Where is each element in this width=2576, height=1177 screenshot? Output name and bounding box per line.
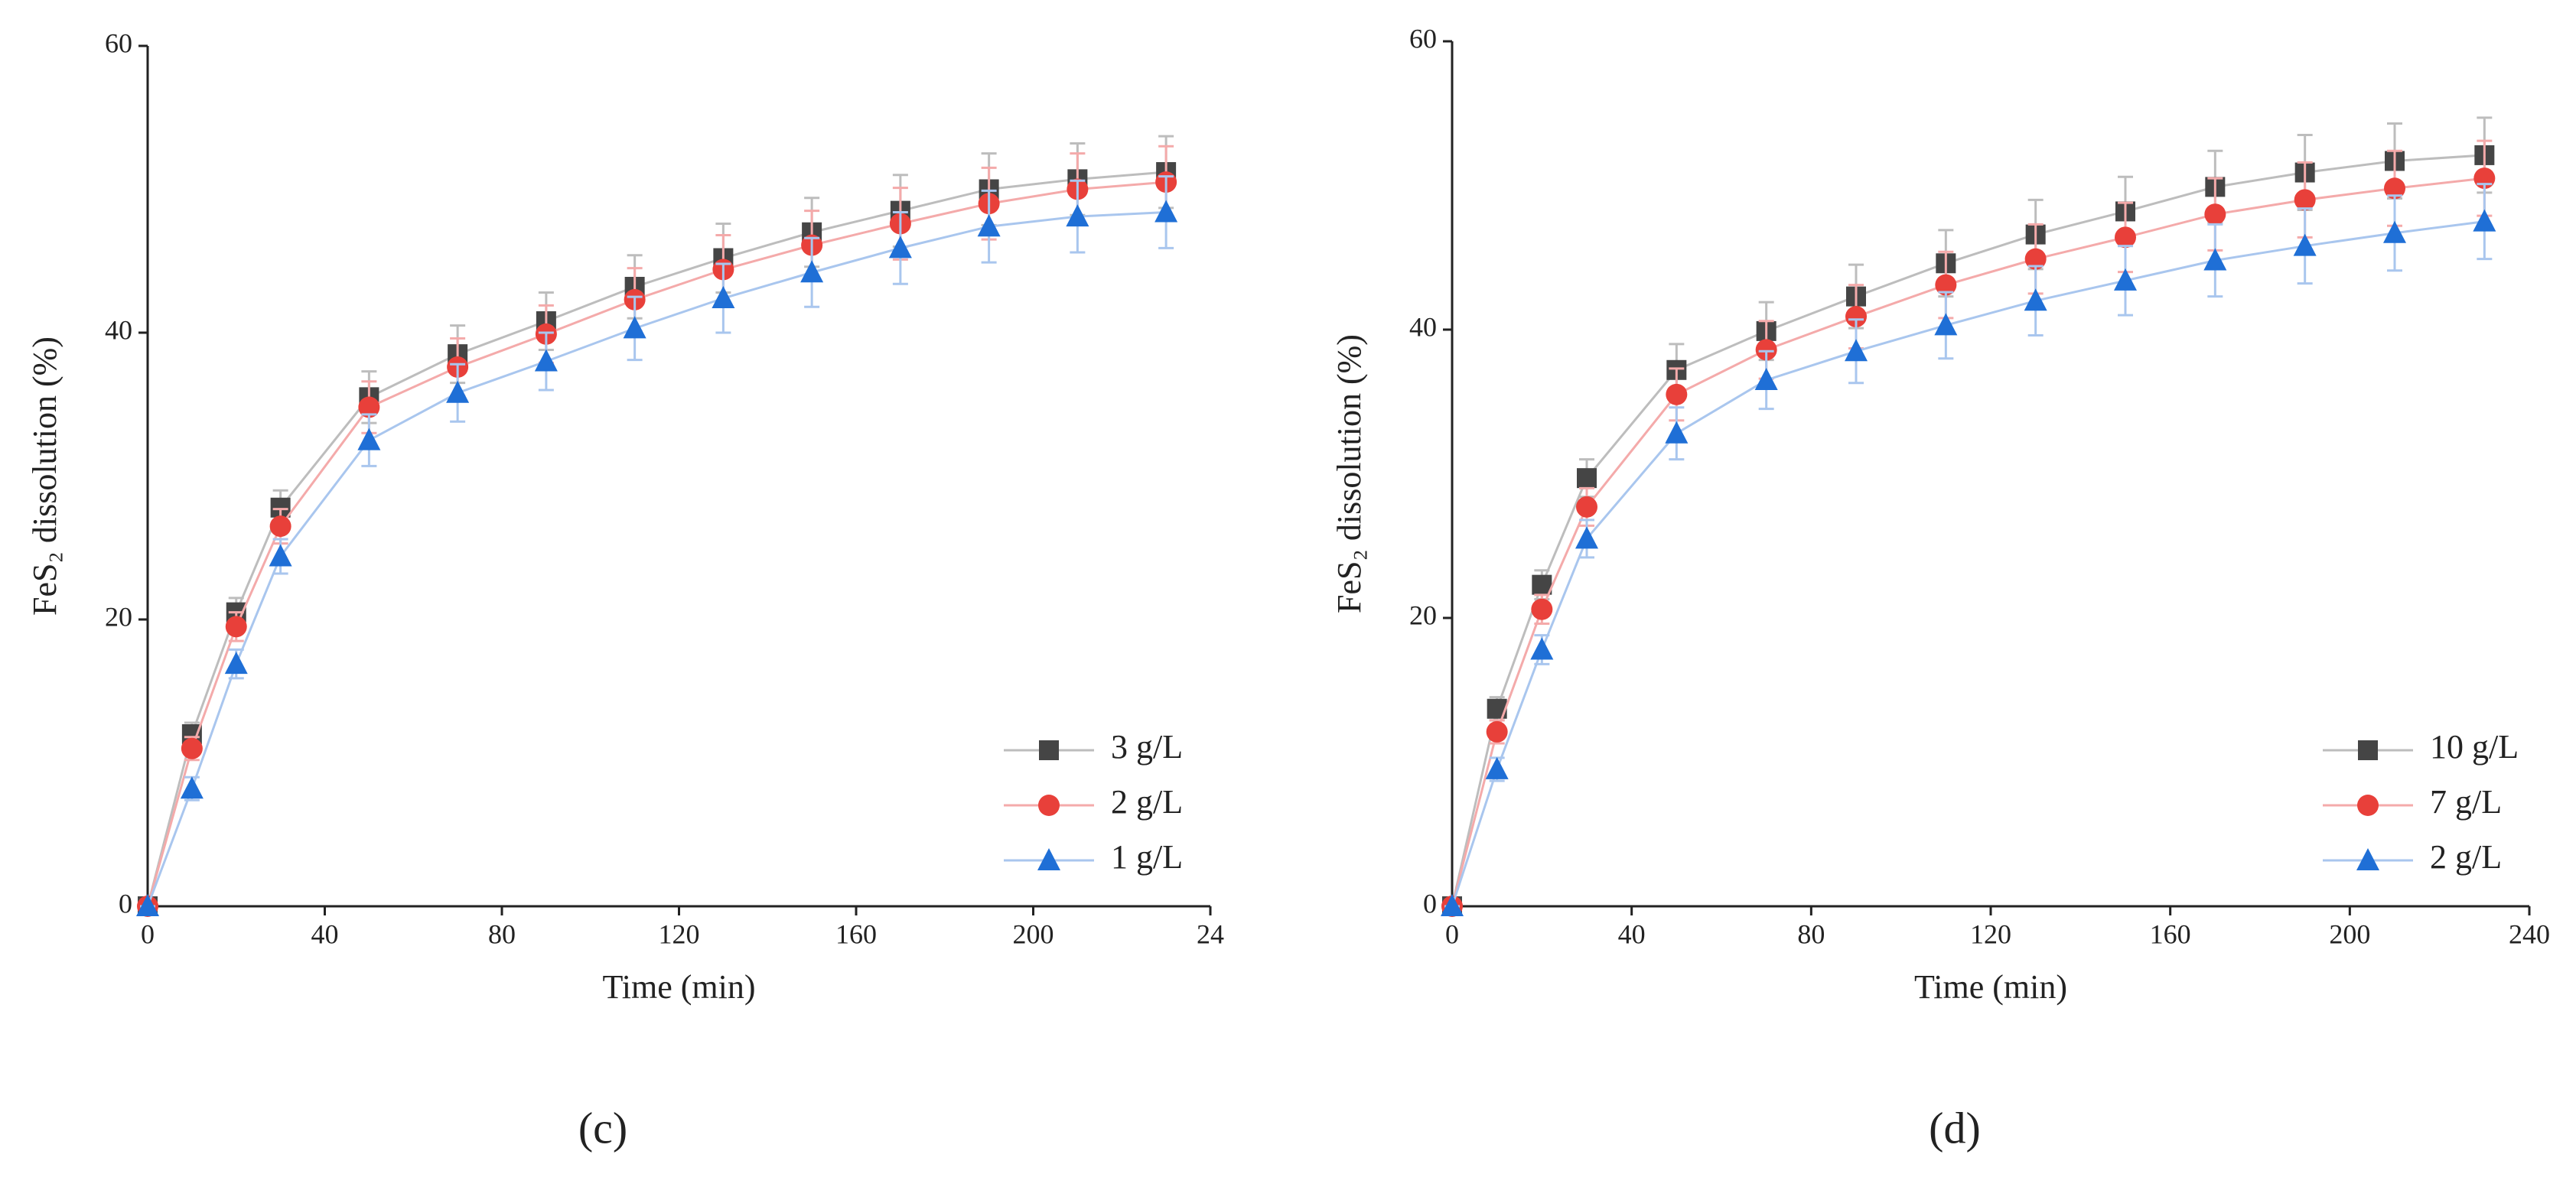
- marker: [269, 544, 292, 567]
- series-line: [1451, 220, 2485, 907]
- x-axis-label: Time (min): [602, 968, 755, 1006]
- marker: [1934, 313, 1958, 336]
- marker: [1577, 468, 1597, 489]
- marker: [358, 396, 380, 418]
- marker: [1531, 598, 1553, 620]
- legend-label: 2 g/L: [1111, 783, 1183, 821]
- marker: [2383, 220, 2406, 243]
- marker: [623, 316, 646, 339]
- x-tick-label: 0: [141, 919, 155, 949]
- marker: [2203, 248, 2227, 271]
- marker: [2473, 209, 2496, 232]
- x-tick-label: 80: [1797, 919, 1825, 949]
- marker: [2384, 177, 2405, 200]
- marker: [1754, 367, 1778, 390]
- y-tick-label: 40: [105, 314, 132, 345]
- marker: [2293, 233, 2317, 256]
- marker: [2115, 226, 2136, 249]
- y-tick-label: 20: [105, 601, 132, 632]
- marker: [2204, 203, 2226, 226]
- marker: [224, 652, 248, 675]
- x-axis-label: Time (min): [1914, 968, 2067, 1006]
- marker: [1441, 894, 1464, 916]
- x-tick-label: 0: [1445, 919, 1459, 949]
- legend-label: 10 g/L: [2430, 728, 2519, 766]
- marker: [181, 737, 203, 759]
- x-tick-label: 120: [1970, 919, 2011, 949]
- y-tick-label: 60: [105, 28, 132, 58]
- legend-label: 2 g/L: [2430, 838, 2502, 876]
- marker: [1038, 795, 1060, 816]
- marker: [2024, 288, 2047, 311]
- y-tick-label: 0: [119, 888, 132, 919]
- marker: [180, 776, 204, 799]
- marker: [1666, 383, 1688, 405]
- marker: [1845, 339, 1868, 362]
- marker: [1485, 756, 1509, 779]
- marker: [800, 260, 824, 283]
- marker: [712, 286, 735, 308]
- marker: [2358, 740, 2378, 760]
- series-line: [1451, 177, 2485, 907]
- marker: [2114, 268, 2137, 291]
- legend-label: 7 g/L: [2430, 783, 2502, 821]
- marker: [1935, 274, 1957, 296]
- x-tick-label: 40: [1618, 919, 1646, 949]
- marker: [1755, 339, 1777, 361]
- marker: [1486, 720, 1508, 743]
- x-tick-label: 240: [2509, 919, 2550, 949]
- marker: [136, 894, 159, 916]
- marker: [2294, 189, 2316, 211]
- x-tick-label: 160: [835, 919, 877, 949]
- caption: (c): [578, 1103, 627, 1153]
- y-tick-label: 60: [1409, 23, 1437, 54]
- marker: [225, 616, 247, 638]
- x-tick-label: 24: [1197, 919, 1224, 949]
- x-tick-label: 200: [1013, 919, 1054, 949]
- marker: [1665, 421, 1689, 444]
- marker: [1530, 637, 1554, 660]
- y-tick-label: 40: [1409, 311, 1437, 342]
- marker: [1154, 200, 1178, 223]
- marker: [2357, 795, 2379, 816]
- marker: [1039, 740, 1059, 760]
- marker: [1845, 306, 1867, 328]
- caption: (d): [1929, 1103, 1981, 1153]
- chart: 0 20 40 60 0 40 80 120 160 200 24 Time (min) FeS₂ di…: [26, 28, 1224, 1153]
- series-line: [146, 171, 1167, 907]
- marker: [1066, 204, 1089, 227]
- marker: [1576, 496, 1597, 518]
- marker: [2024, 248, 2047, 270]
- marker: [888, 236, 912, 258]
- y-tick-label: 0: [1423, 888, 1437, 919]
- marker: [534, 349, 558, 372]
- marker: [269, 515, 291, 538]
- x-tick-label: 80: [488, 919, 516, 949]
- x-tick-label: 160: [2150, 919, 2191, 949]
- marker: [1575, 526, 1598, 549]
- y-axis-label: FeS₂ dissolution (%): [26, 337, 64, 616]
- x-tick-label: 40: [311, 919, 339, 949]
- marker: [1037, 848, 1060, 870]
- series-line: [146, 211, 1167, 907]
- x-tick-label: 120: [659, 919, 700, 949]
- legend-label: 3 g/L: [1111, 728, 1183, 766]
- series-line: [1451, 154, 2485, 907]
- marker: [2356, 848, 2379, 870]
- marker: [446, 380, 470, 403]
- marker: [357, 428, 381, 450]
- marker: [977, 214, 1001, 237]
- series-line: [146, 180, 1167, 907]
- y-axis-label: FeS₂ dissolution (%): [1330, 334, 1368, 613]
- chart: 0 20 40 60 0 40 80 120 160 200 240 Time (min) FeS₂ d…: [1330, 23, 2550, 1153]
- x-tick-label: 200: [2329, 919, 2370, 949]
- legend-label: 1 g/L: [1111, 838, 1183, 876]
- y-tick-label: 20: [1409, 600, 1437, 630]
